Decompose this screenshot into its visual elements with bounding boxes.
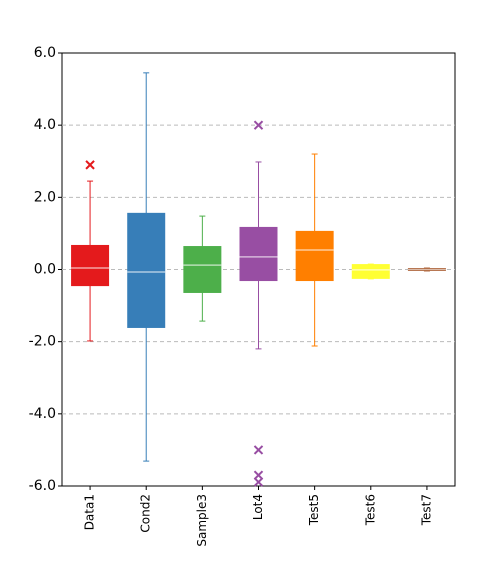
outlier [253,120,264,130]
box [183,246,222,293]
outlier-cross [253,470,264,480]
outlier [253,477,264,487]
x-tick-label: Lot4 [251,494,265,520]
outlier-cross [253,477,264,487]
x-tick-label: Cond2 [139,494,153,533]
y-tick-label: -2.0 [29,334,56,350]
box [127,212,166,328]
x-tick-label: Test7 [419,494,433,526]
x-tick-label: Data1 [83,494,97,530]
x-tick-label: Test5 [307,494,321,526]
y-tick-label: 6.0 [34,45,56,61]
box [71,244,110,287]
box [239,226,278,282]
outlier-cross [85,160,95,170]
outlier-cross [253,445,264,455]
y-tick-label: 0.0 [34,262,56,278]
box [295,230,334,282]
y-tick-label: -4.0 [29,406,56,422]
box [351,264,390,279]
outlier [253,445,264,455]
y-tick-label: 2.0 [34,189,56,205]
outlier-cross [253,120,264,130]
y-tick-label: -6.0 [29,478,56,494]
y-tick-label: 4.0 [34,117,56,133]
outlier [253,470,264,480]
x-tick-label: Sample3 [195,494,209,547]
x-tick-label: Test6 [363,494,377,526]
outlier [85,160,95,170]
